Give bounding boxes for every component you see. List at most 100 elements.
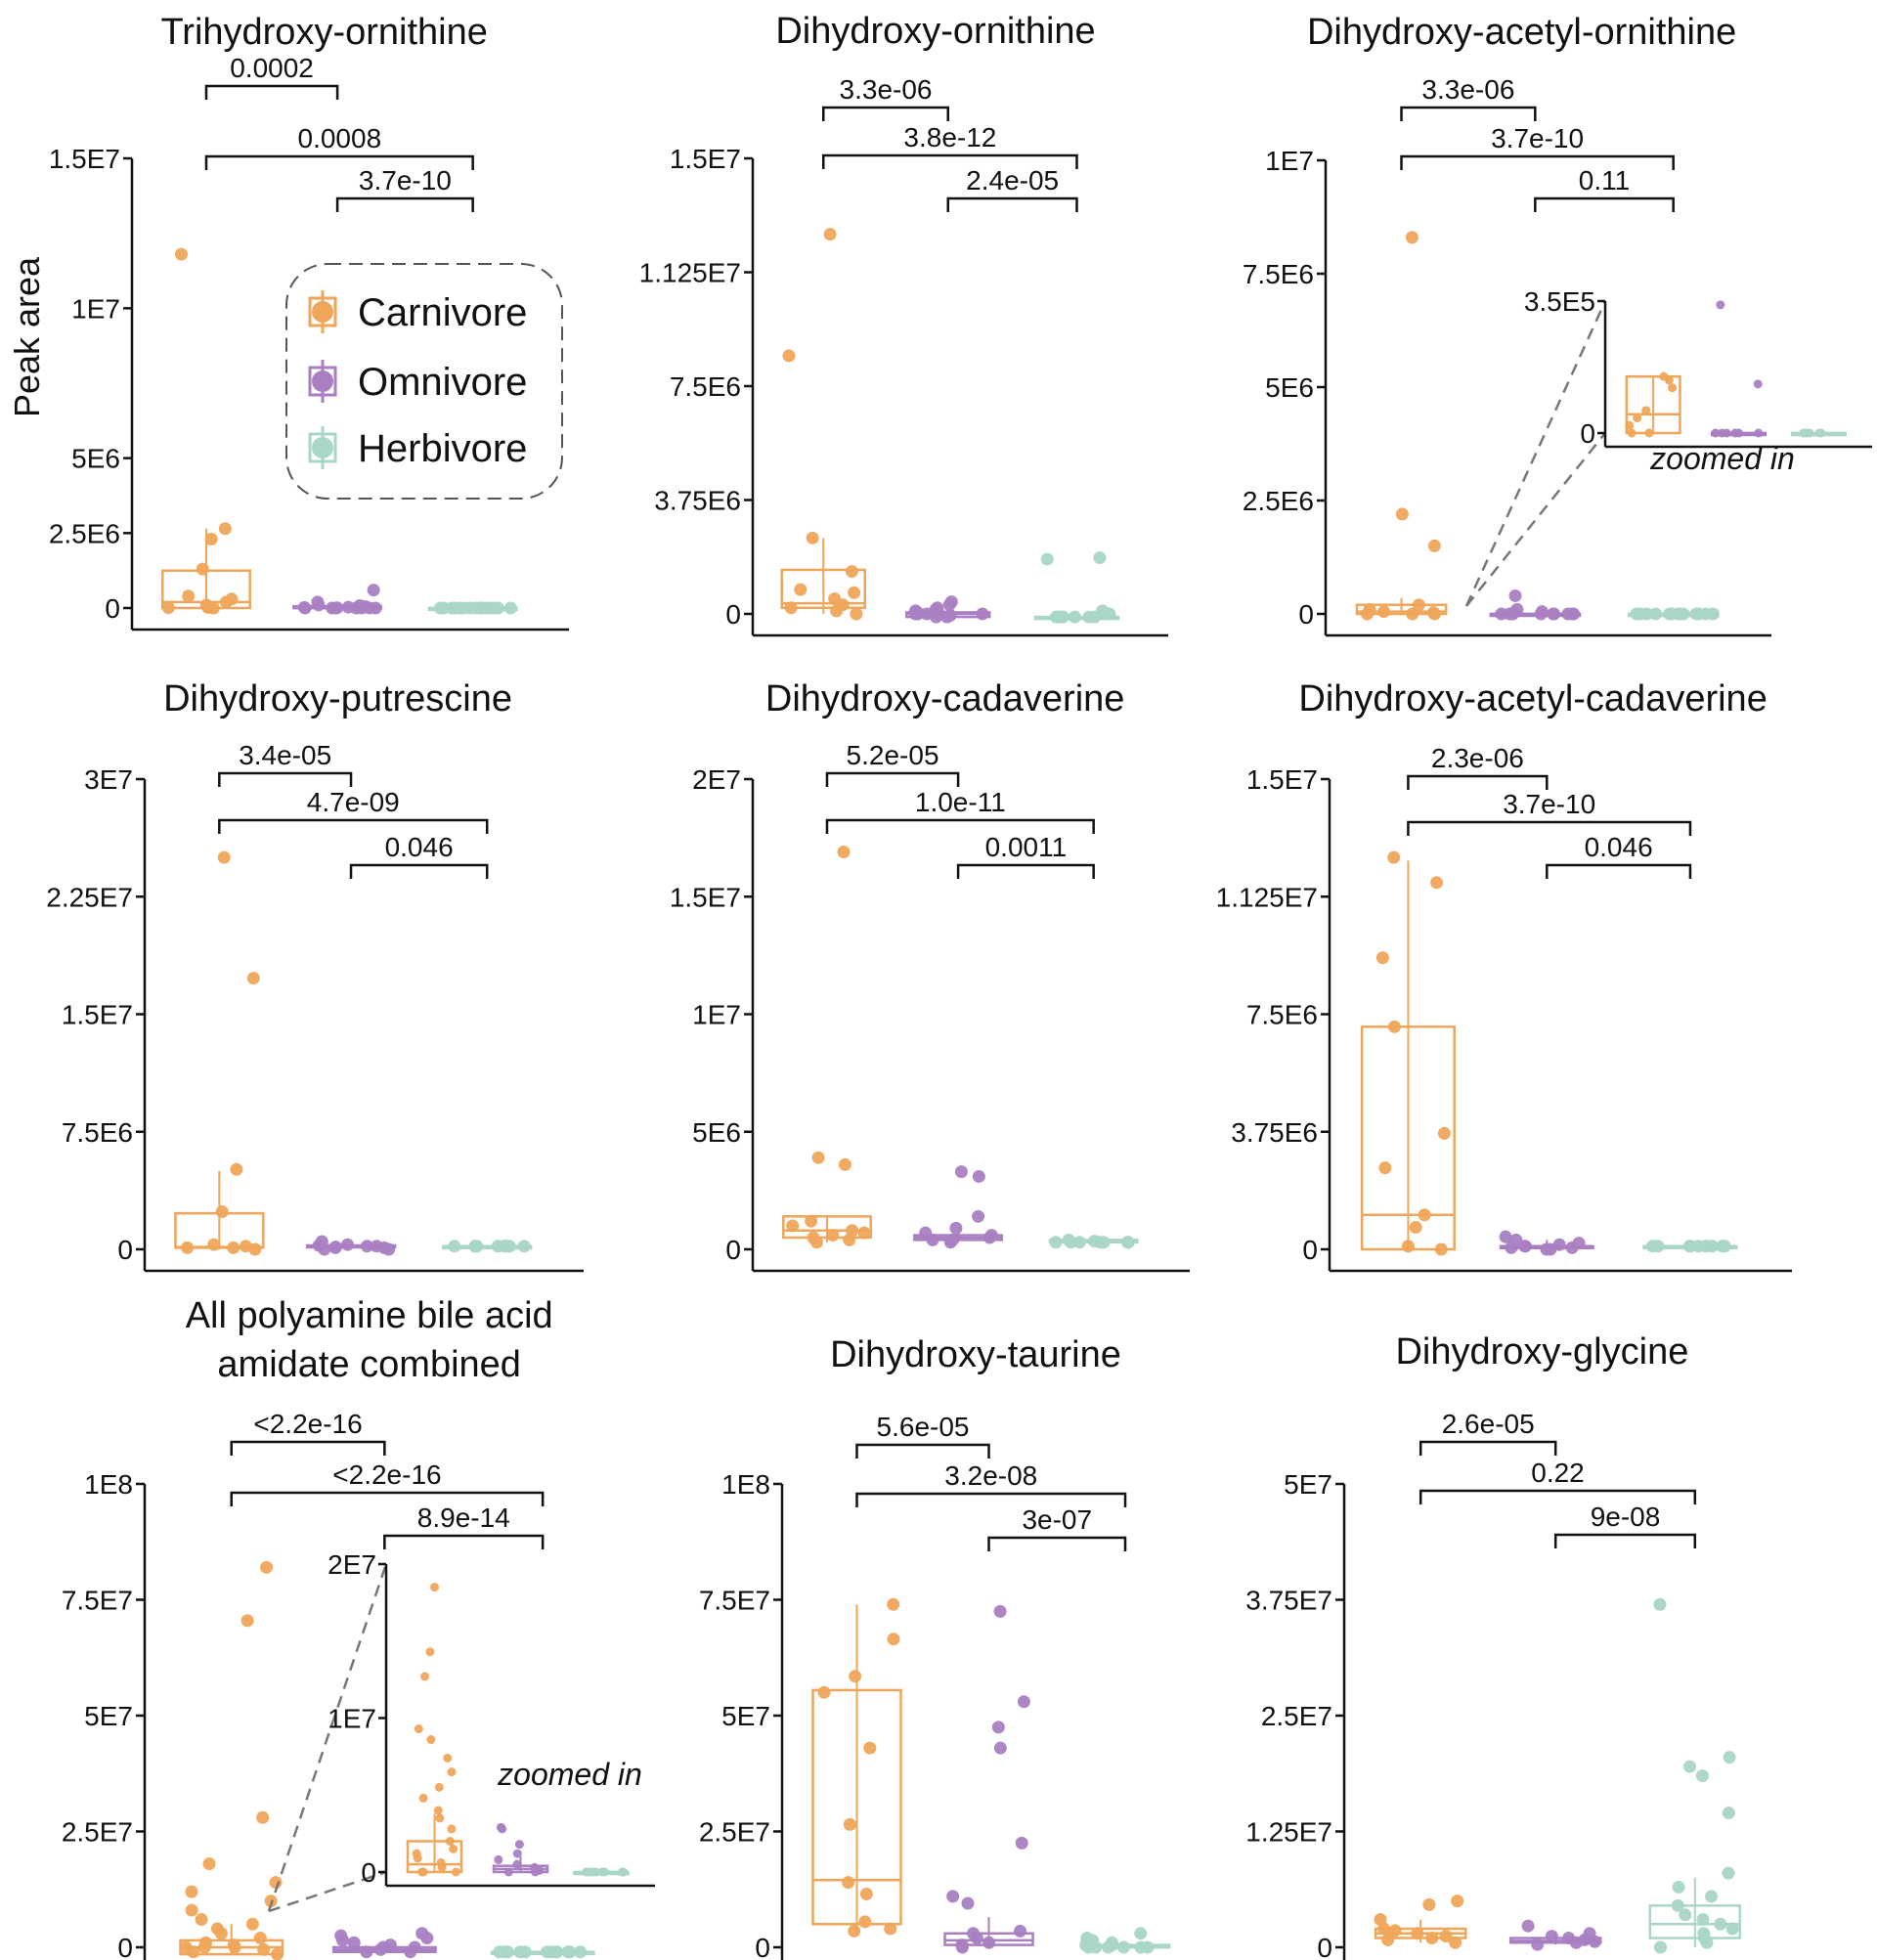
y-tick-label: 0	[117, 1933, 133, 1960]
box-herbivore-group	[1033, 551, 1120, 624]
box-point	[946, 1890, 960, 1903]
inset-box-point	[449, 1844, 458, 1853]
box-point	[264, 1895, 278, 1908]
box-point	[360, 1240, 373, 1253]
box-point	[972, 1209, 985, 1223]
zoom-connector	[1464, 300, 1607, 607]
inset-box-box	[406, 1840, 463, 1874]
box-point	[1518, 1240, 1532, 1253]
y-tick-label: 3.75E7	[1245, 1586, 1332, 1616]
box-point	[260, 1560, 274, 1574]
inset-box-point	[435, 1813, 445, 1823]
p-value-label: 4.7e-09	[307, 787, 400, 817]
box-point	[470, 1240, 484, 1253]
inset-box-point	[1668, 383, 1678, 393]
p-value-label: 8.9e-14	[417, 1503, 510, 1533]
box-point	[817, 1685, 831, 1699]
box-point	[340, 1238, 354, 1251]
box-point	[513, 1945, 527, 1959]
box-point	[1064, 1236, 1077, 1249]
box-point	[185, 1903, 198, 1917]
box-point	[256, 1810, 270, 1824]
comparison-bracket	[987, 1536, 1127, 1551]
box-point	[884, 1922, 897, 1936]
legend-icon-point	[312, 437, 333, 458]
box-point	[943, 1236, 957, 1249]
box-point	[1401, 1240, 1415, 1253]
comparison-bracket	[218, 818, 489, 834]
box-point	[1499, 1230, 1512, 1243]
comparison-bracket	[822, 106, 949, 121]
y-tick-label: 2.5E6	[1243, 486, 1314, 516]
y-tick-label: 7.5E6	[1243, 259, 1314, 289]
inset-box-point	[447, 1824, 457, 1834]
box-point	[246, 972, 260, 985]
box-point	[215, 1205, 229, 1219]
box-point	[329, 601, 343, 615]
comparison-bracket	[383, 1534, 545, 1549]
box-box	[1355, 603, 1448, 616]
y-tick-label: 2.5E6	[49, 518, 120, 548]
box-point	[574, 1945, 588, 1959]
comparison-bracket	[855, 1443, 990, 1459]
box-point	[1412, 598, 1425, 612]
box-point	[1449, 1936, 1462, 1949]
inset-box-point	[512, 1859, 522, 1869]
box-point	[982, 1936, 996, 1949]
box-omnivore-group	[1508, 1919, 1602, 1951]
y-tick-label: 0	[1302, 1235, 1318, 1265]
y-tick-label: 1E7	[1265, 146, 1314, 176]
box-point	[1506, 607, 1520, 621]
box-carnivore-group	[1360, 850, 1456, 1256]
p-value-label: 2.3e-06	[1431, 743, 1524, 773]
y-tick-label: 1E8	[721, 1469, 770, 1500]
box-point	[810, 1236, 824, 1249]
box-point	[563, 1945, 577, 1959]
inset-box-point	[425, 1647, 435, 1657]
box-point	[161, 601, 175, 615]
box-point	[1649, 607, 1663, 621]
panel-title: All polyamine bile acid	[186, 1295, 553, 1336]
box-omnivore-group	[292, 584, 383, 615]
y-tick-label: 1E7	[71, 293, 120, 324]
box-point	[1015, 1836, 1028, 1850]
box-carnivore-group	[1355, 231, 1448, 621]
p-value-label: 0.22	[1531, 1458, 1585, 1488]
box-carnivore-group	[174, 850, 265, 1256]
inset-box-point	[514, 1840, 524, 1850]
box-point	[848, 1924, 861, 1938]
comparison-bracket	[1419, 1489, 1697, 1504]
p-value-label: 1.0e-11	[915, 787, 1006, 817]
box-point	[218, 522, 232, 536]
box-point	[1409, 1221, 1422, 1235]
box-point	[842, 1876, 855, 1890]
box-point	[976, 607, 989, 621]
box-point	[1434, 1242, 1448, 1256]
inset-box-point	[1722, 428, 1731, 438]
box-point	[197, 1940, 211, 1954]
box-omnivore-group	[943, 1604, 1034, 1954]
comparison-bracket	[218, 771, 353, 787]
comparison-bracket	[825, 818, 1095, 834]
box-point	[187, 1945, 200, 1959]
box-point	[1679, 1908, 1692, 1922]
inset-box-point	[1753, 379, 1763, 389]
box-point	[1654, 1940, 1668, 1954]
box-point	[202, 1857, 216, 1871]
y-tick-label: 5E7	[721, 1701, 770, 1731]
y-tick-label: 5E6	[1265, 372, 1314, 403]
box-point	[298, 601, 312, 615]
boxplot-point-icon	[308, 426, 337, 469]
box-point	[1116, 1940, 1130, 1954]
comparison-bracket	[204, 84, 339, 100]
p-value-label: 2.4e-05	[966, 165, 1059, 196]
y-tick-label: 1.125E7	[639, 258, 741, 288]
box-point	[1540, 1242, 1553, 1256]
p-value-label: 3.2e-08	[944, 1460, 1037, 1491]
box-point	[196, 562, 209, 576]
box-point	[794, 583, 808, 596]
box-point	[926, 1233, 939, 1246]
y-tick-label: 1.25E7	[1245, 1817, 1332, 1848]
p-value-label: 2.6e-05	[1442, 1409, 1535, 1439]
